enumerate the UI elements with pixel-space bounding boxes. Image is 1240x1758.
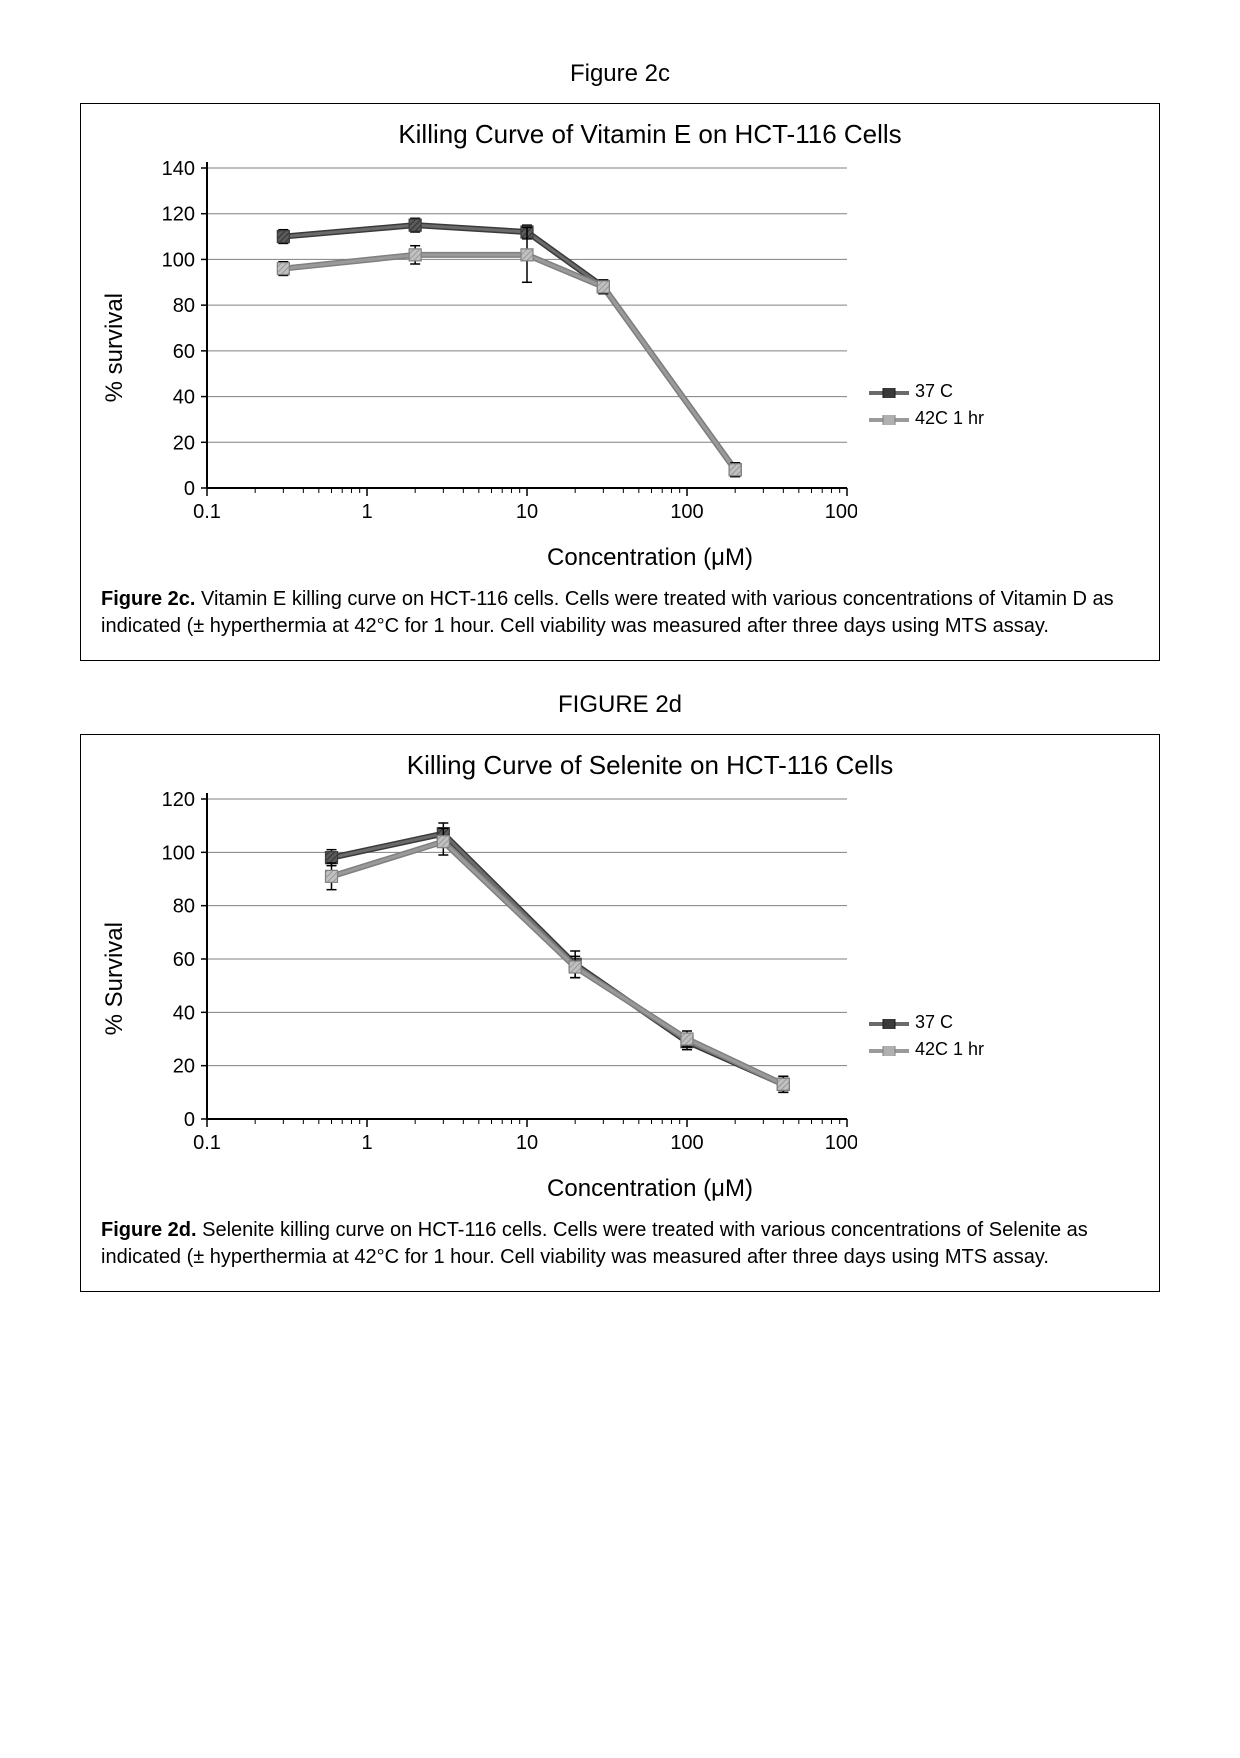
figure-2c-box: Killing Curve of Vitamin E on HCT-116 Ce…: [80, 103, 1160, 661]
figure-2c-xlabel: Concentration (μM): [161, 544, 1139, 572]
legend-label: 42C 1 hr: [915, 1039, 984, 1060]
svg-text:140: 140: [162, 158, 195, 180]
figure-2d-ylabel: % Survival: [101, 922, 129, 1035]
legend-item-42c: 42C 1 hr: [869, 408, 984, 429]
legend-swatch-dark-icon: [869, 1019, 909, 1027]
svg-text:100: 100: [670, 501, 703, 523]
svg-text:0: 0: [184, 1109, 195, 1131]
svg-text:120: 120: [162, 789, 195, 811]
figure-2d-label: FIGURE 2d: [80, 691, 1160, 719]
legend-label: 42C 1 hr: [915, 408, 984, 429]
figure-2d-xlabel: Concentration (μM): [161, 1175, 1139, 1203]
figure-2c-caption: Figure 2c. Vitamin E killing curve on HC…: [101, 586, 1139, 640]
svg-text:0.1: 0.1: [193, 501, 221, 523]
legend-swatch-dark-icon: [869, 388, 909, 396]
svg-text:60: 60: [173, 341, 195, 363]
figure-2d-box: Killing Curve of Selenite on HCT-116 Cel…: [80, 734, 1160, 1292]
svg-text:10: 10: [516, 1132, 538, 1154]
svg-text:60: 60: [173, 949, 195, 971]
caption-bold: Figure 2d.: [101, 1219, 197, 1241]
figure-2c-legend: 37 C 42C 1 hr: [869, 381, 984, 435]
svg-text:0: 0: [184, 478, 195, 500]
figure-2c-ylabel: % survival: [101, 293, 129, 402]
svg-text:20: 20: [173, 432, 195, 454]
svg-text:40: 40: [173, 1002, 195, 1024]
svg-text:100: 100: [670, 1132, 703, 1154]
caption-bold: Figure 2c.: [101, 588, 195, 610]
svg-text:80: 80: [173, 295, 195, 317]
figure-2d-chart: 0 20 40 60 80 100 120 0.1 1 10 100 1000: [137, 789, 857, 1169]
svg-text:1000: 1000: [825, 1132, 857, 1154]
figure-2c-chart: 0 20 40 60 80 100 120 140 0.1 1 10 100 1000: [137, 158, 857, 538]
svg-text:1000: 1000: [825, 501, 857, 523]
figure-2c-chart-title: Killing Curve of Vitamin E on HCT-116 Ce…: [161, 119, 1139, 150]
svg-text:0.1: 0.1: [193, 1132, 221, 1154]
svg-text:10: 10: [516, 501, 538, 523]
figure-2d-caption: Figure 2d. Selenite killing curve on HCT…: [101, 1217, 1139, 1271]
svg-text:100: 100: [162, 842, 195, 864]
svg-text:1: 1: [361, 1132, 372, 1154]
svg-text:120: 120: [162, 204, 195, 226]
legend-label: 37 C: [915, 381, 953, 402]
svg-text:40: 40: [173, 387, 195, 409]
legend-item-42c: 42C 1 hr: [869, 1039, 984, 1060]
figure-2d-chart-title: Killing Curve of Selenite on HCT-116 Cel…: [161, 750, 1139, 781]
figure-2d-legend: 37 C 42C 1 hr: [869, 1012, 984, 1066]
svg-text:20: 20: [173, 1056, 195, 1078]
svg-text:100: 100: [162, 249, 195, 271]
legend-item-37c: 37 C: [869, 381, 984, 402]
legend-swatch-light-icon: [869, 415, 909, 423]
legend-item-37c: 37 C: [869, 1012, 984, 1033]
svg-text:80: 80: [173, 896, 195, 918]
caption-text: Vitamin E killing curve on HCT-116 cells…: [101, 588, 1114, 637]
figure-2c-label: Figure 2c: [80, 60, 1160, 88]
legend-label: 37 C: [915, 1012, 953, 1033]
caption-text: Selenite killing curve on HCT-116 cells.…: [101, 1219, 1088, 1268]
legend-swatch-light-icon: [869, 1046, 909, 1054]
svg-text:1: 1: [361, 501, 372, 523]
